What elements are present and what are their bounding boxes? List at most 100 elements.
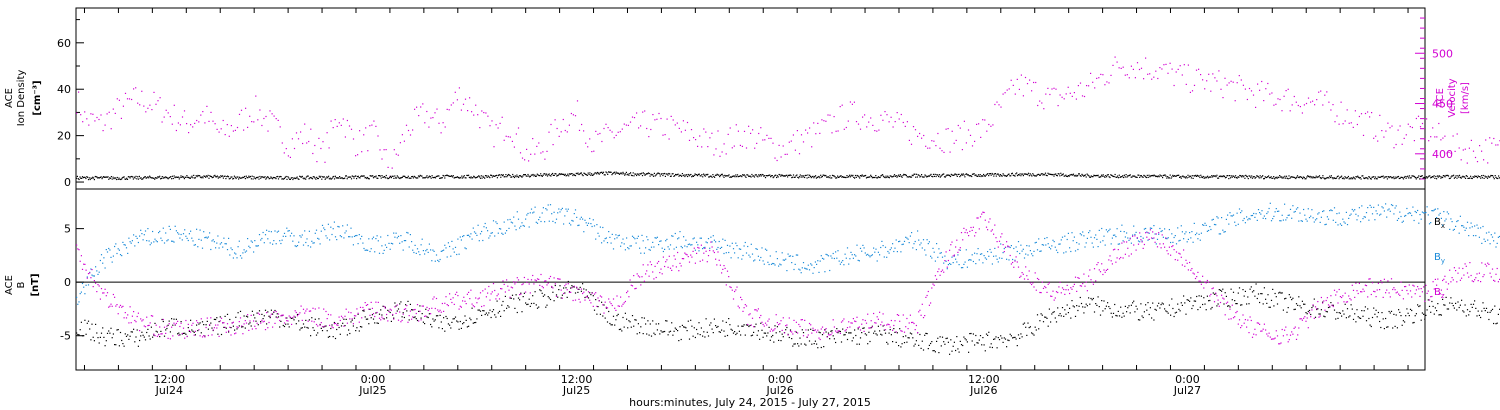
velocity-point (613, 137, 615, 139)
bx-point (1464, 304, 1466, 306)
bx-point (602, 315, 604, 317)
bx-point (1242, 289, 1244, 291)
ion-density-point (188, 177, 190, 179)
bx-point (305, 319, 307, 321)
bx-point (330, 327, 332, 330)
velocity-point (770, 137, 772, 139)
ion-density-point (311, 177, 313, 179)
ion-density-point (1407, 175, 1409, 177)
bx-point (546, 304, 548, 306)
ion-density-point (1452, 175, 1454, 177)
ion-density-point (865, 177, 868, 179)
bx-point (1142, 316, 1144, 319)
velocity-point (1489, 137, 1491, 139)
ion-density-point (78, 178, 80, 181)
ion-density-point (928, 175, 930, 177)
bx-point (549, 298, 552, 301)
bx-point (85, 333, 87, 335)
ion-density-point (1182, 175, 1184, 177)
bx-point (453, 318, 455, 320)
ion-density-point (1075, 174, 1077, 176)
ion-density-point (588, 173, 590, 176)
bx-point (949, 353, 951, 355)
bx-point (578, 288, 580, 290)
bx-point (295, 323, 297, 325)
bx-point (390, 320, 392, 322)
velocity-point (271, 113, 273, 115)
bx-point (261, 313, 263, 315)
bx-point (1432, 305, 1434, 307)
bx-point (533, 302, 535, 304)
ion-density-point (535, 175, 537, 177)
bx-point (927, 348, 929, 350)
top-panel-frame (75, 7, 1426, 190)
ion-density-point (666, 173, 668, 175)
velocity-point (741, 145, 743, 147)
ion-density-point (703, 173, 705, 175)
ion-density-point (1482, 174, 1484, 177)
ion-density-point (630, 172, 632, 174)
bx-point (1246, 303, 1248, 305)
ion-density-point (655, 174, 657, 176)
ion-density-point (553, 174, 555, 176)
velocity-point (487, 115, 489, 117)
bx-point (774, 325, 776, 327)
ion-density-point (798, 176, 801, 178)
bx-point (476, 318, 478, 320)
ion-density-point (1158, 176, 1160, 178)
velocity-point (460, 109, 462, 111)
ion-density-point (456, 176, 458, 178)
ion-density-point (1381, 176, 1383, 178)
ion-density-point (515, 176, 517, 178)
bx-point (1389, 312, 1391, 314)
ion-density-point (648, 172, 650, 175)
velocity-point (813, 122, 815, 124)
bx-point (886, 341, 888, 343)
ion-density-point (528, 175, 530, 177)
ion-density-point (1330, 175, 1332, 177)
ion-density-point (996, 173, 998, 175)
ion-density-point (627, 173, 629, 175)
velocity-point (169, 116, 171, 118)
ion-density-point (1044, 174, 1046, 176)
bx-point (1325, 310, 1327, 313)
ion-density-point (522, 175, 524, 177)
ion-density-point (630, 174, 633, 176)
velocity-point (401, 134, 403, 136)
bx-point (291, 317, 293, 319)
ion-density-point (1359, 177, 1361, 179)
velocity-point (1053, 87, 1055, 89)
velocity-point (864, 114, 866, 116)
velocity-point (393, 149, 395, 151)
ion-density-point (1484, 175, 1486, 177)
bx-point (144, 339, 147, 341)
ion-density-point (1461, 176, 1463, 178)
velocity-point (424, 122, 426, 124)
bx-point (1424, 318, 1426, 320)
ion-density-point (881, 174, 883, 176)
ion-density-point (193, 177, 196, 179)
ion-density-point (647, 172, 649, 174)
bx-point (525, 302, 527, 304)
velocity-point (145, 111, 147, 113)
ion-density-point (892, 176, 894, 178)
bx-point (416, 319, 419, 322)
bx-point (184, 332, 186, 334)
bx-point (571, 285, 573, 287)
ion-density-point (1151, 174, 1153, 177)
velocity-point (155, 103, 157, 105)
bx-point (389, 311, 391, 314)
velocity-point (894, 121, 896, 123)
bx-point (97, 337, 99, 339)
ion-density-point (687, 173, 689, 176)
ion-density-point (1207, 177, 1209, 179)
bx-point (896, 332, 898, 334)
bx-point (838, 330, 840, 333)
ion-density-point (623, 173, 625, 175)
ion-density-point (1346, 177, 1349, 179)
bx-point (156, 331, 158, 333)
ion-density-point (77, 178, 79, 180)
bx-point (1190, 297, 1192, 299)
bx-point (1184, 302, 1186, 304)
ion-density-point (716, 173, 718, 175)
